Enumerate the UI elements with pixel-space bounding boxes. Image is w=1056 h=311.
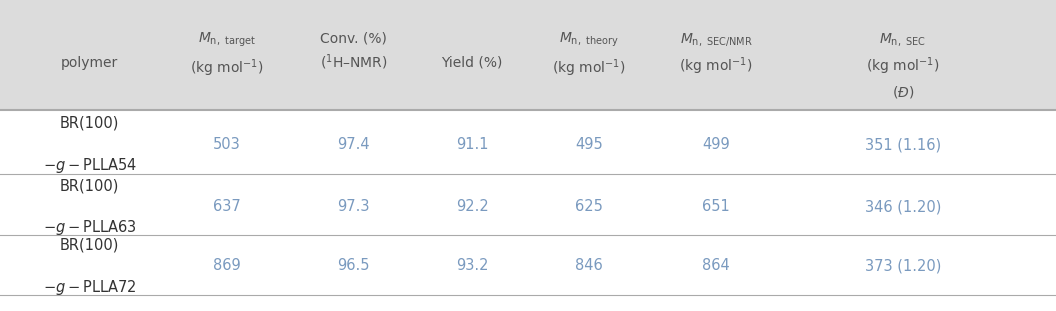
Text: 97.3: 97.3 [338, 199, 370, 214]
Text: 495: 495 [576, 137, 603, 152]
Text: 91.1: 91.1 [456, 137, 488, 152]
Text: 93.2: 93.2 [456, 258, 488, 273]
Text: 846: 846 [576, 258, 603, 273]
Text: 373 (1.20): 373 (1.20) [865, 258, 941, 273]
Text: $-g-$PLLA54: $-g-$PLLA54 [42, 156, 137, 175]
Text: BR(100): BR(100) [60, 116, 119, 131]
Text: $M_\mathrm{n,\ SEC}$
(kg mol$^{-1}$)
($\mathit{Đ}$): $M_\mathrm{n,\ SEC}$ (kg mol$^{-1}$) ($\… [866, 31, 940, 100]
Text: 503: 503 [213, 137, 241, 152]
Text: 97.4: 97.4 [338, 137, 370, 152]
Text: 869: 869 [213, 258, 241, 273]
Text: 637: 637 [213, 199, 241, 214]
Text: $-g-$PLLA63: $-g-$PLLA63 [43, 218, 136, 238]
Text: $M_\mathrm{n,\ target}$
(kg mol$^{-1}$): $M_\mathrm{n,\ target}$ (kg mol$^{-1}$) [190, 31, 264, 79]
Text: $M_\mathrm{n,\ theory}$
(kg mol$^{-1}$): $M_\mathrm{n,\ theory}$ (kg mol$^{-1}$) [552, 31, 626, 79]
Text: 96.5: 96.5 [338, 258, 370, 273]
Text: polymer: polymer [61, 56, 118, 70]
FancyBboxPatch shape [0, 0, 1056, 110]
Text: 864: 864 [702, 258, 730, 273]
Text: Conv. (%)
($^1$H–NMR): Conv. (%) ($^1$H–NMR) [320, 31, 388, 72]
Text: Yield (%): Yield (%) [441, 56, 503, 70]
Text: 346 (1.20): 346 (1.20) [865, 199, 941, 214]
Text: 651: 651 [702, 199, 730, 214]
Text: $-g-$PLLA72: $-g-$PLLA72 [43, 277, 136, 297]
Text: 92.2: 92.2 [455, 199, 489, 214]
Text: 625: 625 [576, 199, 603, 214]
Text: BR(100): BR(100) [60, 178, 119, 193]
Text: BR(100): BR(100) [60, 237, 119, 252]
FancyBboxPatch shape [0, 110, 1056, 311]
Text: $M_\mathrm{n,\ SEC/NMR}$
(kg mol$^{-1}$): $M_\mathrm{n,\ SEC/NMR}$ (kg mol$^{-1}$) [679, 31, 753, 77]
Text: 351 (1.16): 351 (1.16) [865, 137, 941, 152]
Text: 499: 499 [702, 137, 730, 152]
